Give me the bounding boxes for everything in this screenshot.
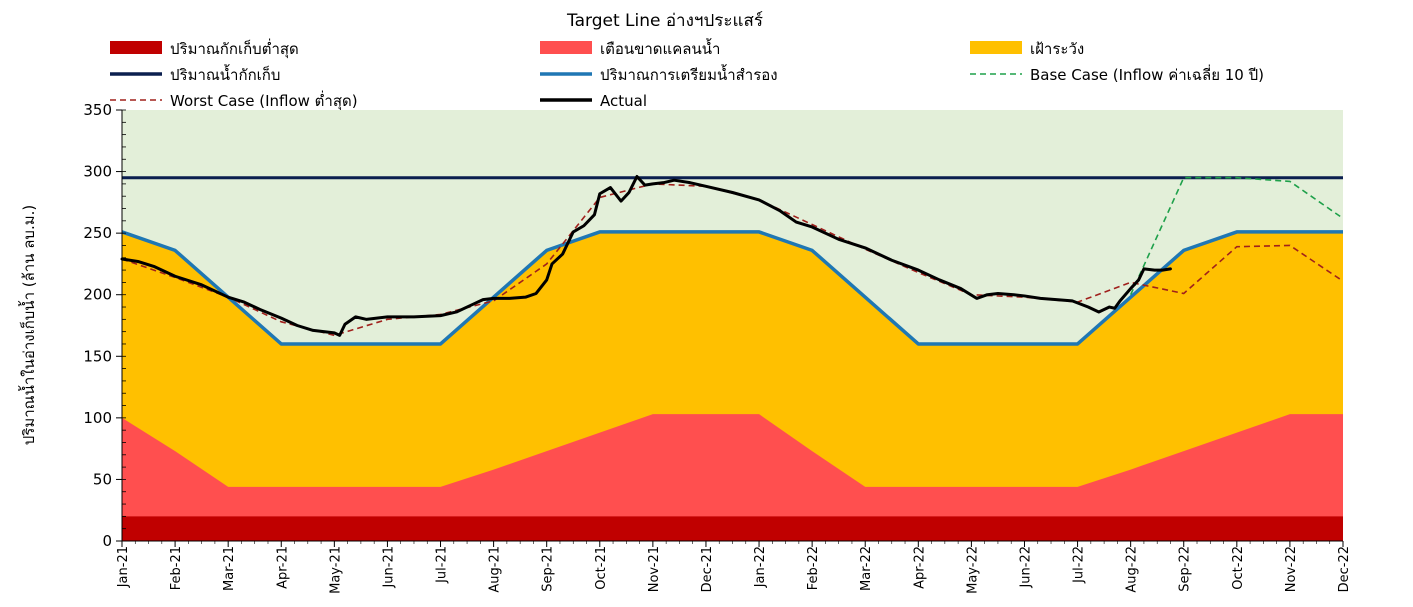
x-tick-label: May-21 <box>328 546 343 594</box>
legend-item: ปริมาณกักเก็บต่ำสุด <box>110 38 299 59</box>
legend-label: Base Case (Inflow ค่าเฉลี่ย 10 ปี) <box>1030 64 1264 84</box>
band-warning <box>122 414 1343 541</box>
legend-item: เตือนขาดแคลนน้ำ <box>540 38 720 58</box>
plot-area <box>120 110 1344 541</box>
legend-label: ปริมาณน้ำกักเก็บ <box>170 64 280 84</box>
x-tick-label: Oct-22 <box>1231 546 1246 590</box>
y-axis-label: ปริมาณน้ำในอ่างเก็บน้ำ (ล้าน ลบ.ม.) <box>18 205 38 445</box>
legend-item: Worst Case (Inflow ต่ำสุด) <box>110 90 358 111</box>
legend: ปริมาณกักเก็บต่ำสุด เตือนขาดแคลนน้ำ เฝ้าระ… <box>110 38 1264 111</box>
y-tick-label: 200 <box>83 286 112 304</box>
band-caution <box>122 231 1343 541</box>
x-tick-label: Jul-21 <box>435 546 450 584</box>
x-tick-label: Jan-21 <box>116 546 131 588</box>
x-tick-label: Jun-21 <box>381 546 396 589</box>
legend-item: ปริมาณน้ำกักเก็บ <box>110 64 280 84</box>
legend-label: ปริมาณการเตรียมน้ำสำรอง <box>600 64 778 84</box>
x-tick-label: Apr-21 <box>275 546 290 589</box>
y-tick-label: 50 <box>93 470 112 488</box>
x-tick-label: May-22 <box>965 546 980 594</box>
y-tick-label: 300 <box>83 163 112 181</box>
y-tick-label: 250 <box>83 224 112 242</box>
x-tick-label: Sep-21 <box>541 546 556 592</box>
legend-item: Actual <box>540 92 647 110</box>
legend-swatch <box>110 41 162 54</box>
x-tick-label: Feb-21 <box>169 546 184 590</box>
legend-swatch <box>970 41 1022 54</box>
band-min_storage <box>122 516 1343 541</box>
x-tick-label: Aug-21 <box>488 546 503 593</box>
legend-label: เตือนขาดแคลนน้ำ <box>600 38 720 58</box>
x-tick-label: Feb-22 <box>806 546 821 590</box>
legend-item: เฝ้าระวัง <box>970 40 1084 58</box>
x-tick-label: Jan-22 <box>753 546 768 588</box>
legend-swatch <box>540 41 592 54</box>
y-tick-label: 0 <box>102 532 112 550</box>
line-actual <box>120 174 1172 337</box>
y-tick-label: 350 <box>83 101 112 119</box>
line-base_case <box>1129 176 1344 296</box>
x-tick-label: Nov-22 <box>1284 546 1299 592</box>
x-tick-label: Apr-22 <box>912 546 927 589</box>
x-tick-label: Dec-21 <box>700 546 715 592</box>
x-tick-label: Oct-21 <box>594 546 609 590</box>
legend-label: ปริมาณกักเก็บต่ำสุด <box>170 38 299 59</box>
x-tick-label: Jul-22 <box>1072 546 1087 584</box>
chart-title: Target Line อ่างฯประแสร์ <box>566 11 763 31</box>
x-tick-label: Jun-22 <box>1018 546 1033 589</box>
x-tick-label: Aug-22 <box>1125 546 1140 593</box>
x-tick-label: Mar-21 <box>222 546 237 591</box>
legend-item: Base Case (Inflow ค่าเฉลี่ย 10 ปี) <box>970 64 1264 84</box>
y-tick-label: 100 <box>83 409 112 427</box>
x-tick-label: Nov-21 <box>647 546 662 592</box>
legend-item: ปริมาณการเตรียมน้ำสำรอง <box>540 64 778 84</box>
x-tick-label: Sep-22 <box>1178 546 1193 592</box>
x-tick-label: Mar-22 <box>859 546 874 591</box>
x-tick-label: Dec-22 <box>1337 546 1352 592</box>
line-reserve_line <box>121 230 1343 346</box>
y-tick-label: 150 <box>83 347 112 365</box>
legend-label: Worst Case (Inflow ต่ำสุด) <box>170 90 358 111</box>
legend-label: เฝ้าระวัง <box>1030 40 1084 58</box>
axes: 0 50 100 150 200 250 300 350 Jan-21 Feb-21 Mar-21 A… <box>83 101 1352 594</box>
legend-label: Actual <box>600 92 647 110</box>
